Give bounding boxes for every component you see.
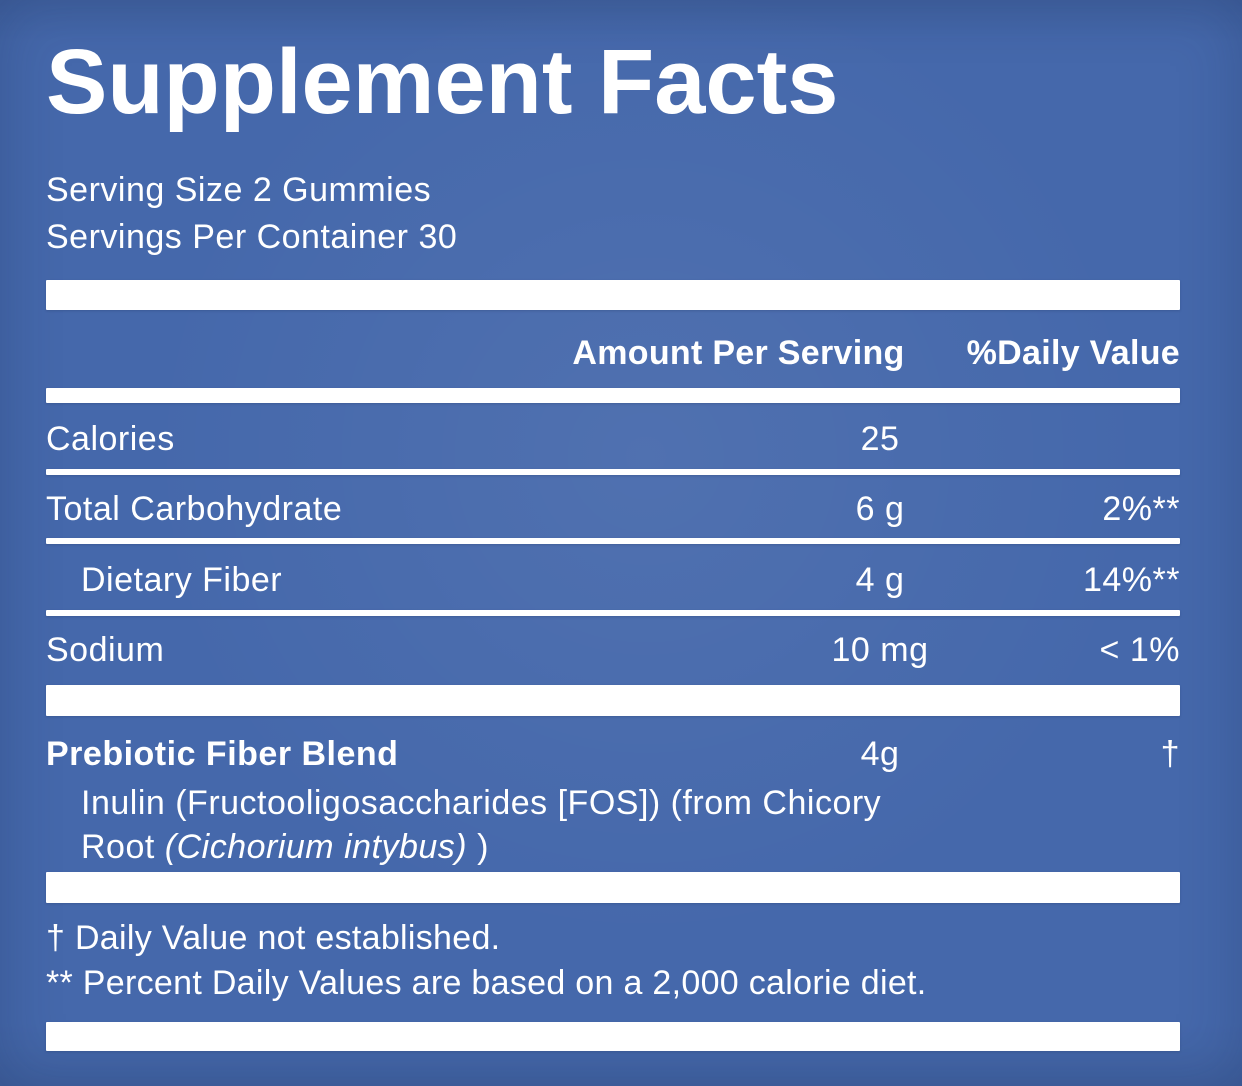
table-row-sodium: Sodium 10 mg < 1%: [46, 631, 1180, 670]
panel-title: Supplement Facts: [46, 31, 839, 133]
nutrient-daily-value: 14%**: [1082, 561, 1180, 599]
blend-ingredient-line-2: Root (Cichorium intybus) ): [46, 828, 1180, 867]
blend-ingredient-latin-name: (Cichorium intybus): [164, 828, 468, 866]
blend-amount: 4g: [860, 735, 900, 773]
table-row-total-carbohydrate: Total Carbohydrate 6 g 2%**: [46, 490, 1180, 529]
blend-daily-value-dagger: †: [1160, 735, 1180, 773]
nutrient-name: Sodium: [46, 631, 165, 669]
divider-thick-above-blend: [46, 685, 1180, 716]
nutrient-daily-value: 2%**: [1102, 490, 1180, 528]
nutrient-amount: 4 g: [855, 561, 905, 599]
nutrient-amount: 10 mg: [831, 631, 929, 669]
divider-thick-below-blend: [46, 872, 1180, 903]
divider-hairline-2: [46, 538, 1180, 544]
amount-per-serving-header: Amount Per Serving: [572, 334, 905, 372]
blend-ingredient-line-2-prefix: Root: [81, 828, 165, 866]
nutrient-name: Calories: [46, 420, 175, 458]
divider-thick-top: [46, 280, 1180, 310]
footnote-percent-daily-values: ** Percent Daily Values are based on a 2…: [46, 964, 927, 1002]
blend-ingredient-line-1: Inulin (Fructooligosaccharides [FOS]) (f…: [81, 784, 882, 822]
table-row-calories: Calories 25: [46, 420, 1180, 459]
blend-ingredient-line-2-suffix: ): [467, 828, 489, 866]
nutrient-amount: 6 g: [855, 490, 905, 528]
blend-name: Prebiotic Fiber Blend: [46, 735, 399, 773]
table-row-prebiotic-fiber-blend: Prebiotic Fiber Blend 4g †: [46, 735, 1180, 774]
servings-per-container-line: Servings Per Container 30: [46, 218, 458, 256]
divider-thick-bottom: [46, 1022, 1180, 1051]
nutrient-daily-value: < 1%: [1099, 631, 1180, 669]
table-row-dietary-fiber: Dietary Fiber 4 g 14%**: [46, 561, 1180, 600]
serving-size-line: Serving Size 2 Gummies: [46, 171, 432, 209]
nutrient-name: Dietary Fiber: [81, 561, 283, 599]
divider-hairline-1: [46, 469, 1180, 475]
nutrient-name: Total Carbohydrate: [46, 490, 343, 528]
nutrient-amount: 25: [860, 420, 900, 458]
footnote-daily-value: † Daily Value not established.: [46, 919, 501, 957]
divider-hairline-3: [46, 610, 1180, 616]
divider-medium-below-header: [46, 388, 1180, 403]
daily-value-header: %Daily Value: [966, 334, 1180, 372]
table-header-row: Amount Per Serving %Daily Value: [46, 334, 1180, 373]
